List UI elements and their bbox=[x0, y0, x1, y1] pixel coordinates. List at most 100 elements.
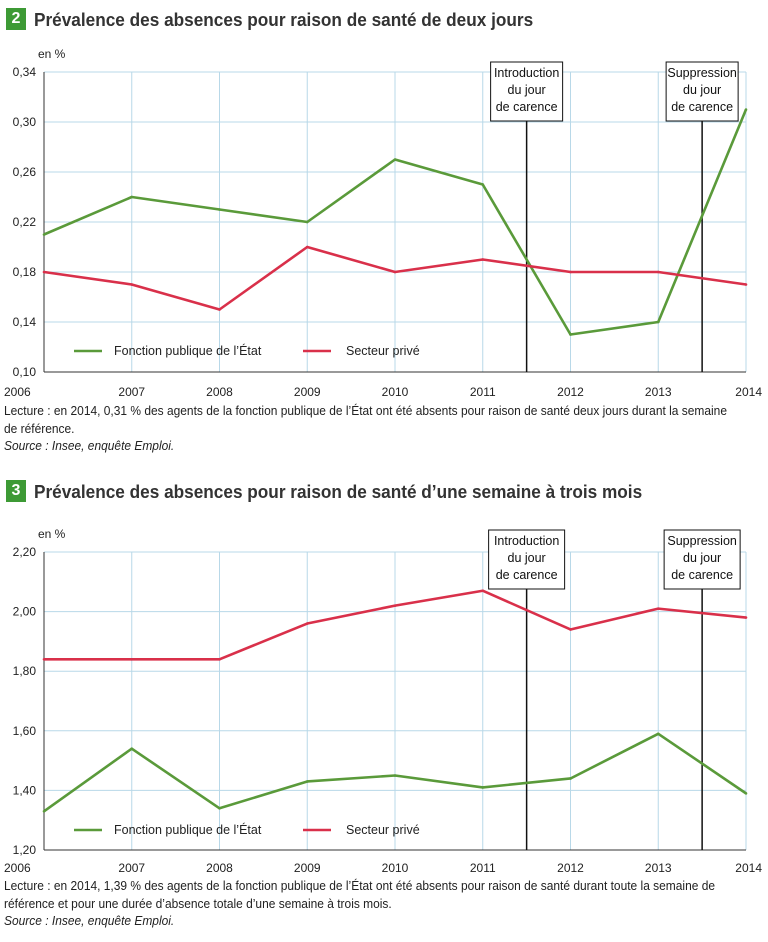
data-point bbox=[481, 258, 485, 261]
data-point bbox=[305, 780, 309, 783]
x-tick-label: 2009 bbox=[294, 861, 321, 875]
data-point bbox=[744, 283, 748, 286]
y-tick-label: 2,20 bbox=[13, 545, 37, 559]
x-tick-label: 2013 bbox=[645, 861, 672, 875]
data-point bbox=[656, 732, 660, 736]
source-note: Source : Insee, enquête Emploi. bbox=[4, 914, 175, 928]
data-point bbox=[130, 657, 134, 661]
x-tick-label: 2012 bbox=[557, 861, 584, 875]
data-point bbox=[218, 657, 221, 661]
y-tick-label: 1,20 bbox=[13, 843, 37, 857]
chart-title: Prévalence des absences pour raison de s… bbox=[34, 9, 534, 30]
chart-panel-absences-semaine-trois-mois: 3 Prévalence des absences pour raison de… bbox=[0, 470, 768, 942]
legend-label: Fonction publique de l’État bbox=[114, 822, 262, 837]
reading-note: Lecture : en 2014, 1,39 % des agents de … bbox=[4, 879, 716, 911]
x-tick-label: 2006 bbox=[4, 385, 31, 399]
data-point bbox=[218, 208, 221, 211]
chart-notes: Lecture : en 2014, 0,31 % des agents de … bbox=[4, 403, 728, 456]
x-tick-label: 2008 bbox=[206, 861, 233, 875]
y-tick-label: 0,26 bbox=[13, 165, 37, 179]
data-point bbox=[393, 774, 397, 777]
data-point bbox=[656, 320, 660, 324]
data-point bbox=[744, 792, 748, 795]
figure-number-badge: 3 bbox=[6, 480, 26, 502]
annotation-label: du jour bbox=[508, 551, 546, 565]
annotation-box bbox=[663, 529, 741, 590]
y-tick-label: 2,00 bbox=[13, 605, 37, 619]
data-point bbox=[656, 607, 660, 610]
annotation-carence: Introduction du jour de carence bbox=[488, 529, 566, 850]
y-tick-label: 0,22 bbox=[13, 215, 37, 229]
data-point bbox=[481, 589, 485, 593]
y-unit-label: en % bbox=[38, 47, 66, 61]
x-tick-label: 2008 bbox=[206, 385, 233, 399]
data-point bbox=[569, 270, 572, 274]
x-tick-label: 2014 bbox=[735, 385, 762, 399]
x-tick-label: 2006 bbox=[4, 861, 31, 875]
data-point bbox=[744, 616, 748, 619]
gridlines bbox=[44, 71, 747, 373]
y-tick-label: 1,80 bbox=[13, 664, 37, 678]
y-tick-label: 0,10 bbox=[13, 365, 37, 379]
y-unit-label: en % bbox=[38, 527, 66, 541]
data-point bbox=[481, 786, 485, 789]
data-point bbox=[130, 195, 134, 199]
data-point bbox=[393, 158, 397, 161]
figure-number-badge: 2 bbox=[6, 8, 26, 30]
x-tick-label: 2012 bbox=[557, 385, 584, 399]
data-point bbox=[42, 809, 46, 813]
data-point bbox=[130, 747, 134, 750]
legend-label: Secteur privé bbox=[346, 823, 420, 837]
data-point bbox=[305, 622, 309, 625]
chart-notes: Lecture : en 2014, 1,39 % des agents de … bbox=[4, 878, 728, 931]
chart-panel-absences-deux-jours: 2 Prévalence des absences pour raison de… bbox=[0, 0, 768, 470]
data-point bbox=[656, 270, 660, 274]
annotation-label: de carence bbox=[671, 568, 733, 582]
legend-label: Fonction publique de l’État bbox=[114, 343, 262, 358]
data-point bbox=[569, 333, 572, 336]
annotation-label: du jour bbox=[683, 83, 721, 97]
x-tick-label: 2013 bbox=[645, 385, 672, 399]
x-tick-label: 2007 bbox=[118, 861, 145, 875]
annotation-carence: Suppression du jour de carence bbox=[663, 529, 741, 850]
annotation-label: de carence bbox=[671, 100, 733, 114]
data-point bbox=[130, 283, 134, 286]
annotation-carence: Suppression du jour de carence bbox=[665, 61, 739, 372]
chart-title: Prévalence des absences pour raison de s… bbox=[34, 481, 643, 502]
y-tick-label: 0,30 bbox=[13, 115, 37, 129]
annotation-label: de carence bbox=[496, 100, 558, 114]
annotation-label: du jour bbox=[508, 83, 546, 97]
data-point bbox=[744, 108, 748, 111]
y-tick-label: 0,14 bbox=[13, 315, 37, 329]
data-point bbox=[42, 270, 46, 274]
y-tick-label: 1,60 bbox=[13, 724, 37, 738]
source-note: Source : Insee, enquête Emploi. bbox=[4, 439, 175, 453]
data-point bbox=[481, 183, 485, 186]
annotation-box bbox=[488, 529, 566, 590]
data-point bbox=[305, 245, 309, 249]
annotation-label: de carence bbox=[496, 568, 558, 582]
legend-label: Secteur privé bbox=[346, 344, 420, 358]
x-tick-label: 2007 bbox=[118, 385, 145, 399]
data-point bbox=[218, 806, 221, 810]
x-tick-label: 2009 bbox=[294, 385, 321, 399]
annotation-label: du jour bbox=[683, 551, 721, 565]
x-tick-label: 2011 bbox=[470, 861, 496, 875]
annotation-label: Suppression bbox=[667, 534, 737, 548]
data-point bbox=[305, 220, 309, 224]
legend: Fonction publique de l’État Secteur privé bbox=[74, 822, 420, 837]
annotation-box bbox=[490, 61, 564, 122]
y-tick-label: 1,40 bbox=[13, 783, 37, 797]
data-point bbox=[569, 777, 572, 780]
annotation-label: Introduction bbox=[494, 66, 559, 80]
data-point bbox=[393, 604, 397, 607]
annotation-label: Introduction bbox=[494, 534, 559, 548]
y-tick-label: 0,18 bbox=[13, 265, 37, 279]
data-point bbox=[218, 308, 221, 311]
y-tick-label: 0,34 bbox=[13, 65, 37, 79]
x-tick-label: 2014 bbox=[735, 861, 762, 875]
legend: Fonction publique de l’État Secteur privé bbox=[74, 343, 420, 358]
annotation-box bbox=[665, 61, 739, 122]
data-point bbox=[393, 270, 397, 274]
